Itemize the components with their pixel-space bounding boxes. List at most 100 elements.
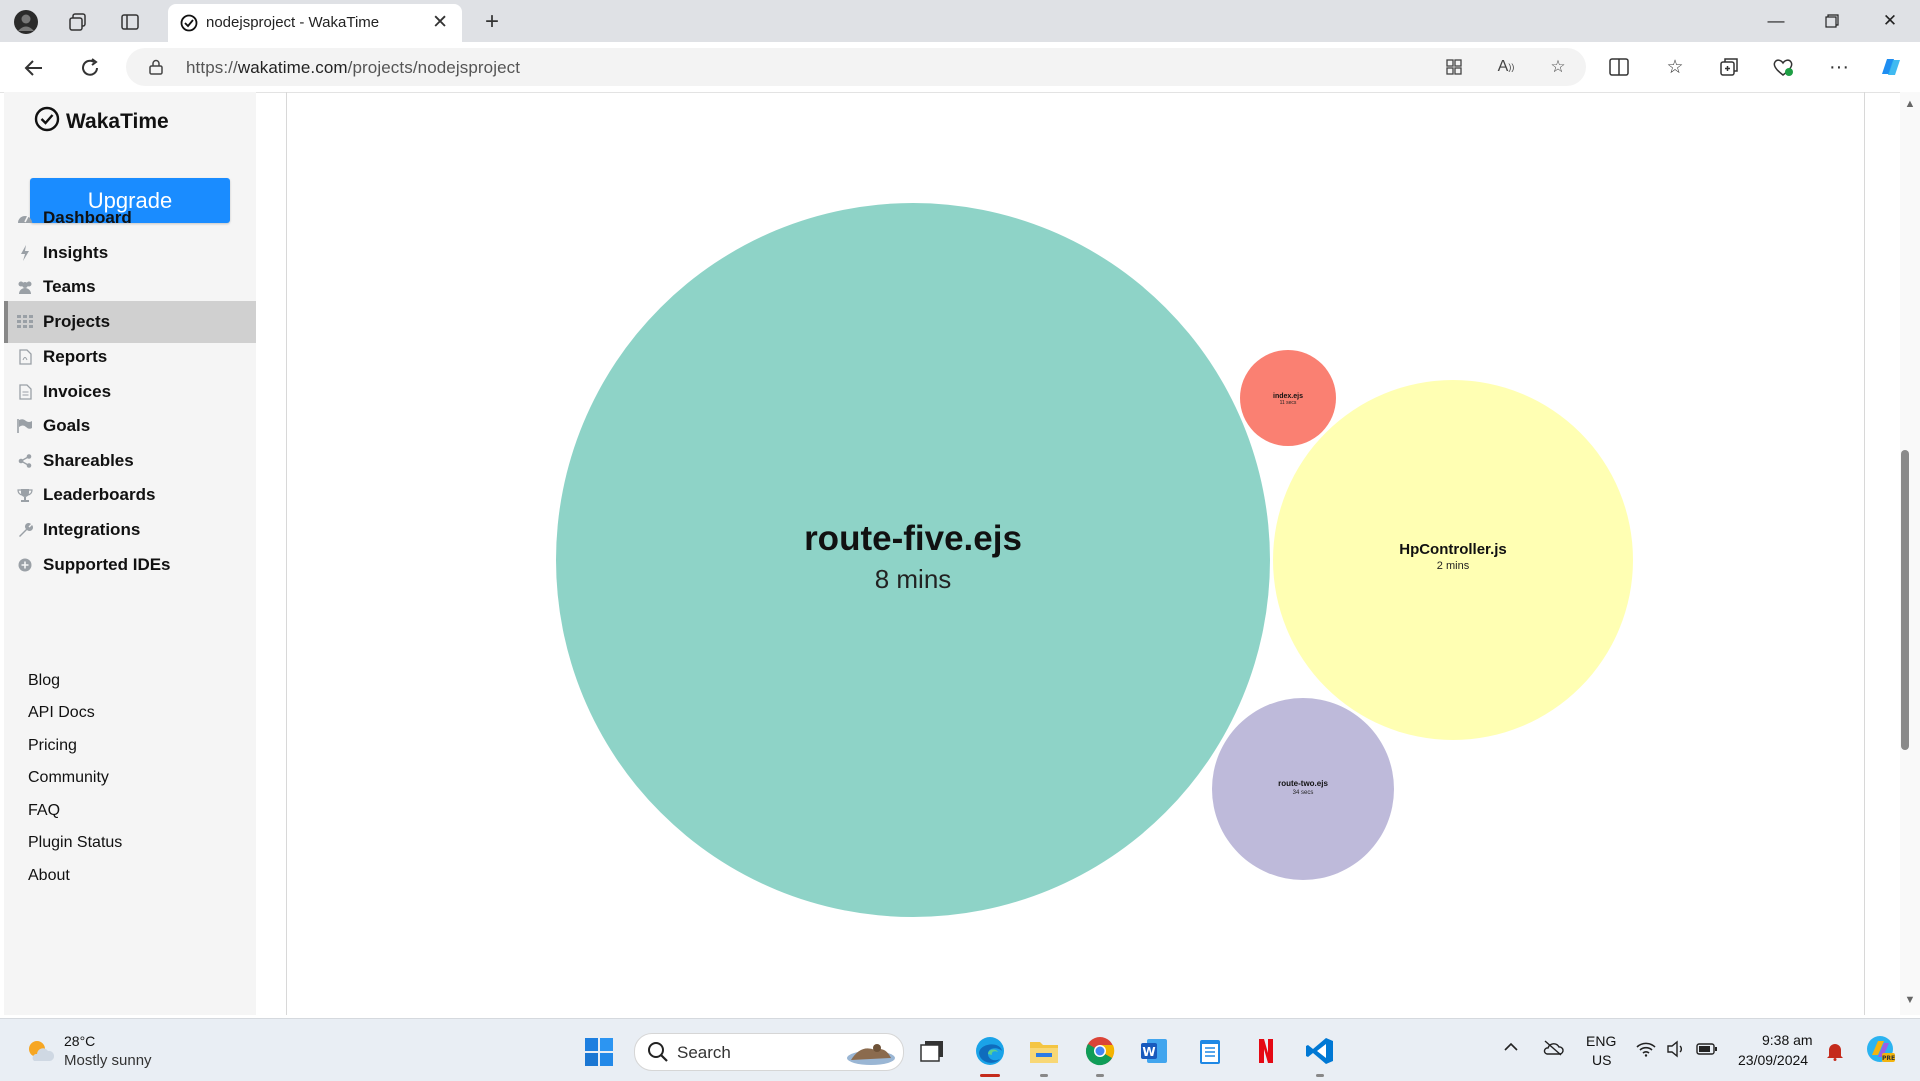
bubble-route-five-ejs[interactable]: route-five.ejs 8 mins bbox=[556, 203, 1270, 917]
new-tab-icon[interactable]: + bbox=[484, 8, 499, 35]
footer-link-plugin-status[interactable]: Plugin Status bbox=[28, 834, 123, 851]
task-view-icon[interactable] bbox=[914, 1033, 950, 1069]
bubble-hpcontroller-js[interactable]: HpController.js 2 mins bbox=[1273, 380, 1633, 740]
sidebar-item-insights[interactable]: Insights bbox=[4, 232, 256, 274]
show-hidden-icons-chevron-icon[interactable] bbox=[1504, 1039, 1518, 1057]
browser-essentials-icon[interactable] bbox=[1770, 54, 1796, 80]
copilot-taskbar-icon[interactable]: PRE bbox=[1864, 1033, 1896, 1070]
upgrade-button[interactable]: Upgrade bbox=[30, 178, 230, 223]
users-icon bbox=[14, 280, 36, 294]
weather-temperature[interactable]: 28°C bbox=[64, 1033, 96, 1049]
chrome-app-icon[interactable] bbox=[1082, 1033, 1118, 1069]
sidebar-item-label: Supported IDEs bbox=[43, 555, 171, 574]
sidebar-item-leaderboards[interactable]: Leaderboards bbox=[4, 474, 256, 516]
tab-title: nodejsproject - WakaTime bbox=[206, 14, 380, 31]
volume-icon[interactable] bbox=[1666, 1040, 1686, 1063]
bubble-duration: 2 mins bbox=[1437, 560, 1470, 572]
sidebar-item-label: Goals bbox=[43, 416, 91, 435]
bubble-route-two-ejs[interactable]: route-two.ejs 34 secs bbox=[1212, 698, 1394, 880]
windows-start-icon[interactable] bbox=[584, 1037, 614, 1072]
dashboard-icon bbox=[14, 211, 36, 225]
svg-text:W: W bbox=[1142, 1045, 1155, 1059]
sidebar-item-shareables[interactable]: Shareables bbox=[4, 440, 256, 482]
clock-date[interactable]: 23/09/2024 bbox=[1738, 1052, 1809, 1068]
sidebar-item-supported-ides[interactable]: Supported IDEs bbox=[4, 544, 256, 586]
sidebar-item-label: Shareables bbox=[43, 451, 134, 470]
collections-icon[interactable] bbox=[1716, 54, 1742, 80]
vscode-running-indicator bbox=[1316, 1074, 1324, 1077]
share-icon bbox=[14, 454, 36, 468]
lock-icon[interactable] bbox=[144, 57, 168, 77]
notepad-app-icon[interactable] bbox=[1192, 1033, 1228, 1069]
url-text[interactable]: https://wakatime.com/projects/nodejsproj… bbox=[186, 58, 521, 77]
sidebar-item-reports[interactable]: Reports bbox=[4, 336, 256, 378]
weather-sunny-icon[interactable] bbox=[26, 1037, 54, 1065]
wifi-icon[interactable] bbox=[1636, 1041, 1656, 1062]
footer-link-blog[interactable]: Blog bbox=[28, 672, 61, 689]
footer-link-about[interactable]: About bbox=[28, 867, 70, 884]
bubble-circle[interactable] bbox=[556, 203, 1270, 917]
read-aloud-icon[interactable]: A)) bbox=[1497, 58, 1515, 75]
language-indicator-line2[interactable]: US bbox=[1592, 1052, 1612, 1068]
app-available-icon[interactable] bbox=[1442, 57, 1466, 77]
address-bar[interactable]: https://wakatime.com/projects/nodejsproj… bbox=[126, 48, 1586, 86]
window-minimize-icon[interactable]: — bbox=[1767, 11, 1785, 30]
notification-bell-icon[interactable] bbox=[1826, 1041, 1844, 1066]
bubble-circle[interactable] bbox=[1240, 350, 1336, 446]
refresh-icon[interactable] bbox=[74, 52, 106, 84]
tab-actions-icon[interactable] bbox=[116, 8, 144, 36]
weather-description[interactable]: Mostly sunny bbox=[64, 1052, 152, 1069]
window-restore-icon[interactable] bbox=[1812, 6, 1852, 36]
edge-app-icon[interactable] bbox=[972, 1033, 1008, 1069]
sidebar-item-label: Integrations bbox=[43, 520, 141, 539]
taskbar-search-box[interactable]: Search bbox=[634, 1033, 904, 1071]
bubble-circle[interactable] bbox=[1212, 698, 1394, 880]
footer-link-api-docs[interactable]: API Docs bbox=[28, 704, 95, 721]
wakatime-favicon-icon bbox=[180, 14, 198, 37]
word-app-icon[interactable]: W bbox=[1136, 1033, 1172, 1069]
wakatime-logo[interactable]: WakaTime bbox=[34, 106, 169, 137]
plus-circle-icon bbox=[14, 558, 36, 572]
sidebar-item-invoices[interactable]: Invoices bbox=[4, 371, 256, 413]
sidebar-item-teams[interactable]: Teams bbox=[4, 266, 256, 308]
scroll-down-icon[interactable]: ▼ bbox=[1904, 994, 1916, 1006]
active-tab[interactable]: nodejsproject - WakaTime ✕ bbox=[168, 4, 462, 42]
scrollbar-thumb[interactable] bbox=[1901, 450, 1909, 750]
page-scrollbar[interactable] bbox=[1900, 92, 1920, 1015]
bubble-file-name: HpController.js bbox=[1399, 541, 1507, 558]
language-indicator-line1[interactable]: ENG bbox=[1586, 1033, 1617, 1049]
tab-close-icon[interactable]: ✕ bbox=[432, 12, 448, 33]
file-explorer-icon[interactable] bbox=[1026, 1033, 1062, 1069]
footer-link-faq[interactable]: FAQ bbox=[28, 802, 61, 819]
favorite-star-icon[interactable]: ☆ bbox=[1550, 57, 1566, 76]
footer-link-community[interactable]: Community bbox=[28, 769, 109, 786]
split-screen-icon[interactable] bbox=[1606, 54, 1632, 80]
bubble-duration: 11 secs bbox=[1280, 400, 1297, 406]
bubble-file-name: route-five.ejs bbox=[804, 519, 1022, 558]
workspaces-icon[interactable] bbox=[64, 8, 92, 36]
sidebar-item-label: Teams bbox=[43, 277, 96, 296]
scroll-up-icon[interactable]: ▲ bbox=[1904, 98, 1916, 110]
clock-time[interactable]: 9:38 am bbox=[1762, 1032, 1813, 1048]
netflix-app-icon[interactable] bbox=[1248, 1033, 1284, 1069]
sidebar-item-label: Invoices bbox=[43, 382, 112, 401]
sidebar-item-label: Reports bbox=[43, 347, 108, 366]
sidebar-item-goals[interactable]: Goals bbox=[4, 405, 256, 447]
sidebar-item-dashboard[interactable]: Dashboard bbox=[4, 197, 256, 239]
profile-avatar[interactable] bbox=[12, 8, 40, 36]
bubble-duration: 34 secs bbox=[1293, 790, 1314, 796]
wrench-icon bbox=[14, 522, 36, 538]
copilot-icon[interactable] bbox=[1878, 54, 1904, 80]
bubble-circle[interactable] bbox=[1273, 380, 1633, 740]
onedrive-offline-icon[interactable] bbox=[1542, 1040, 1564, 1061]
window-close-icon[interactable]: ✕ bbox=[1882, 11, 1898, 30]
favorites-icon[interactable]: ☆ bbox=[1666, 56, 1684, 78]
battery-icon[interactable] bbox=[1696, 1042, 1718, 1060]
footer-link-pricing[interactable]: Pricing bbox=[28, 737, 77, 754]
sidebar-item-integrations[interactable]: Integrations bbox=[4, 509, 256, 551]
vscode-app-icon[interactable] bbox=[1302, 1033, 1338, 1069]
back-arrow-icon[interactable] bbox=[18, 52, 50, 84]
more-options-icon[interactable]: ··· bbox=[1829, 55, 1849, 78]
sidebar-item-projects[interactable]: Projects bbox=[4, 301, 256, 343]
